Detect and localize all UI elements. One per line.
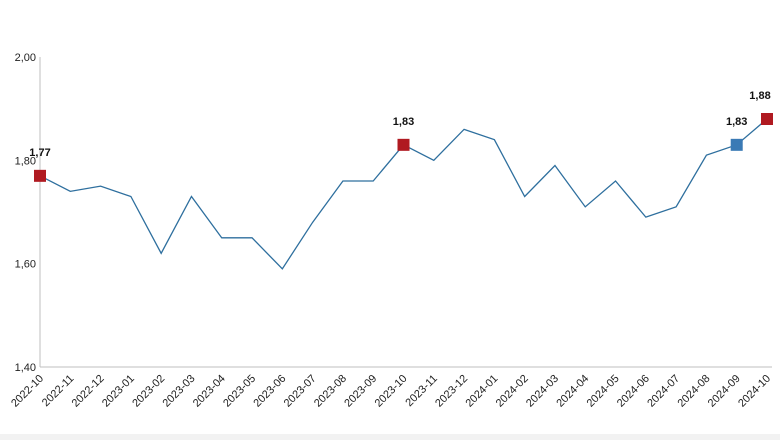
x-tick-label: 2023-07 [282,373,319,410]
x-tick-label: 2023-09 [342,373,379,410]
highlight-markers [34,113,773,182]
x-tick-label: 2024-09 [706,373,743,410]
x-tick-label: 2024-06 [615,373,652,410]
x-tick-labels: 2022-102022-112022-122023-012023-022023-… [9,373,773,410]
x-tick-label: 2024-08 [676,373,713,410]
x-tick-label: 2024-03 [524,373,561,410]
x-tick-label: 2023-06 [251,373,288,410]
bottom-band [0,434,780,440]
x-tick-label: 2023-02 [130,373,167,410]
y-tick-label: 1,80 [15,155,36,167]
data-point-marker [397,138,410,151]
y-tick-label: 1,40 [15,362,36,374]
data-label: 1,77 [29,147,50,159]
x-tick-label: 2023-10 [373,373,410,410]
x-tick-label: 2024-07 [645,373,682,410]
y-tick-labels: 1,40 1,60 1,80 2,00 [15,52,36,374]
x-tick-label: 2024-02 [494,373,531,410]
x-tick-label: 2024-05 [585,373,622,410]
x-tick-label: 2023-04 [191,373,228,410]
data-point-marker [730,138,743,151]
data-label: 1,83 [393,116,414,128]
x-tick-label: 2023-03 [161,373,198,410]
y-tick-label: 1,60 [15,259,36,271]
x-tick-label: 2023-08 [312,373,349,410]
x-tick-label: 2023-05 [221,373,258,410]
x-tick-label: 2022-10 [9,373,46,410]
y-tick-label: 2,00 [15,52,36,64]
data-label: 1,88 [749,90,770,102]
x-tick-label: 2024-10 [736,373,773,410]
x-tick-label: 2024-01 [463,373,500,410]
data-point-marker [34,169,46,182]
data-point-marker [761,113,773,125]
x-tick-label: 2022-12 [70,373,107,410]
x-tick-label: 2023-12 [433,373,470,410]
x-tick-label: 2023-01 [100,373,137,410]
x-tick-label: 2024-04 [554,373,591,410]
data-label: 1,83 [726,116,747,128]
data-labels: 1,77 1,83 1,83 1,88 [29,90,770,159]
